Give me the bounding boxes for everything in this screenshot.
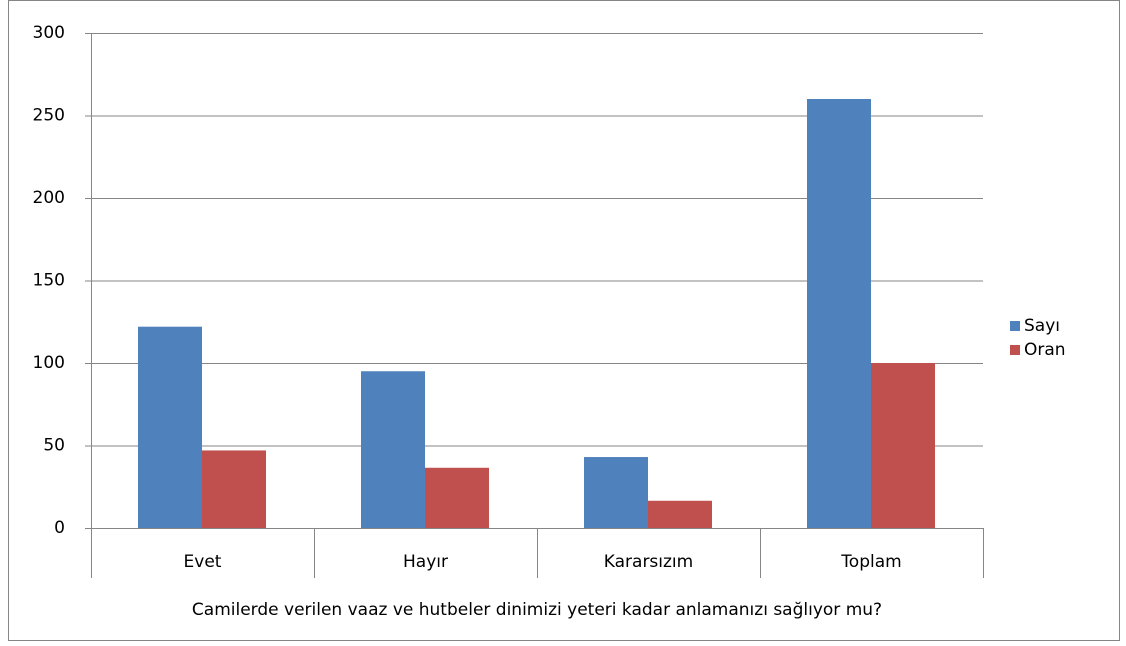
y-tick-label: 100 [33, 353, 65, 373]
y-tick-label: 50 [43, 436, 65, 456]
y-tick-label: 300 [33, 23, 65, 43]
bar [138, 326, 202, 528]
legend-swatch [1010, 321, 1020, 331]
y-tick-label: 0 [54, 518, 65, 538]
y-tick-label: 250 [33, 106, 65, 126]
bar [648, 500, 712, 528]
x-tick-label: Hayır [403, 552, 448, 572]
legend-label: Oran [1024, 340, 1066, 360]
legend-swatch [1010, 345, 1020, 355]
bar [807, 99, 871, 528]
bar [871, 363, 935, 528]
x-tick-label: Evet [184, 552, 222, 572]
bar [584, 457, 648, 528]
y-tick-label: 150 [33, 271, 65, 291]
x-tick-label: Kararsızım [604, 552, 693, 572]
chart-frame [8, 0, 1120, 641]
y-tick-label: 200 [33, 188, 65, 208]
bar [202, 450, 266, 528]
bar [361, 371, 425, 528]
bar [425, 467, 489, 528]
x-tick-label: Toplam [840, 552, 901, 572]
x-axis-title: Camilerde verilen vaaz ve hutbeler dinim… [192, 600, 882, 620]
legend-label: Sayı [1024, 316, 1060, 336]
